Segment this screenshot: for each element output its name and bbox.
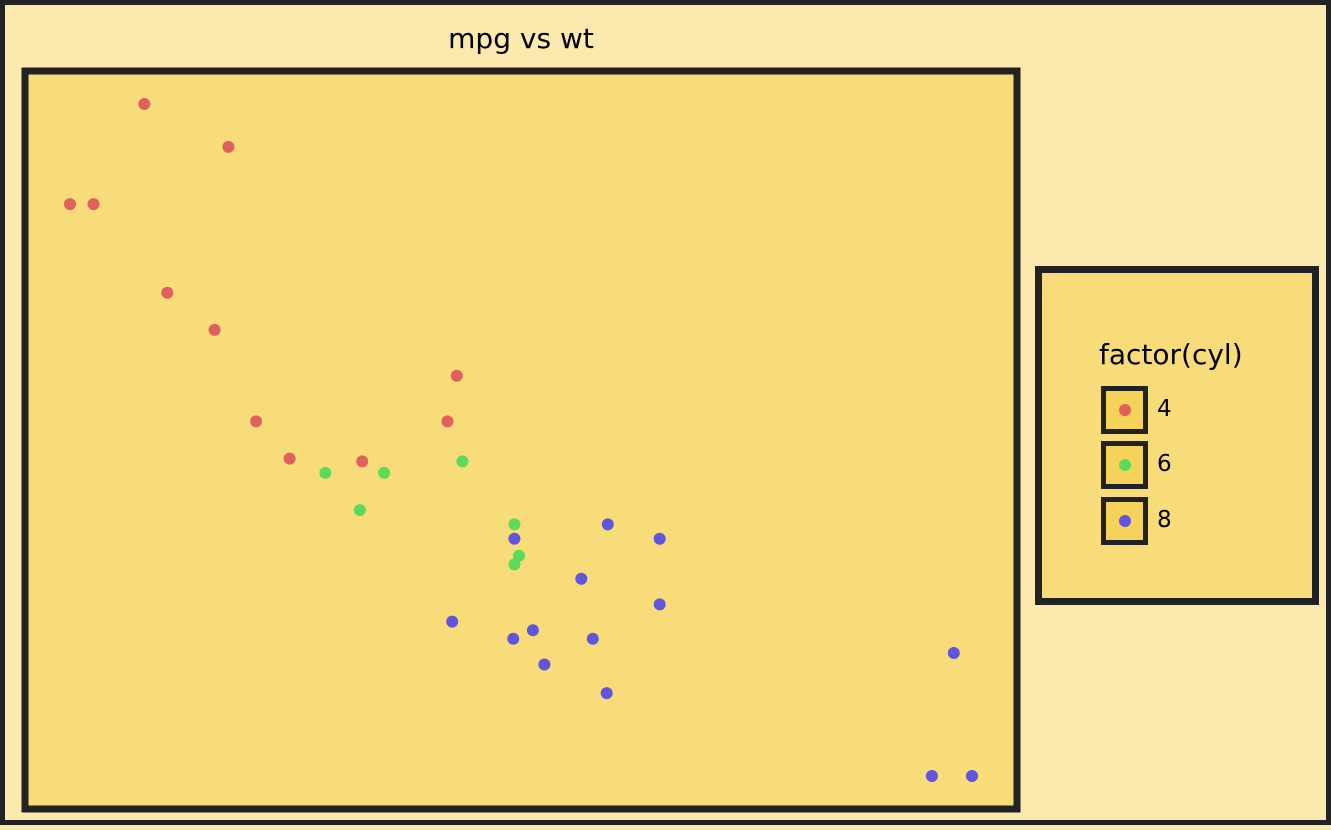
data-point-cyl-4 xyxy=(356,455,368,467)
legend-marker xyxy=(1119,459,1131,471)
data-point-cyl-4 xyxy=(138,98,150,110)
data-point-cyl-6 xyxy=(378,467,390,479)
data-point-cyl-4 xyxy=(209,324,221,336)
plot-panel xyxy=(25,71,1017,809)
legend-key xyxy=(1101,441,1148,489)
data-point-cyl-8 xyxy=(601,687,613,699)
data-point-cyl-4 xyxy=(161,287,173,299)
legend-label: 8 xyxy=(1157,505,1172,535)
data-point-cyl-8 xyxy=(602,518,614,530)
data-point-cyl-8 xyxy=(527,624,539,636)
data-point-cyl-4 xyxy=(88,198,100,210)
data-point-cyl-8 xyxy=(587,633,599,645)
legend-marker xyxy=(1119,515,1131,527)
legend-item: 4 xyxy=(1101,386,1251,436)
data-point-cyl-6 xyxy=(354,504,366,516)
data-point-cyl-8 xyxy=(966,770,978,782)
legend-key xyxy=(1101,497,1148,545)
data-point-cyl-4 xyxy=(451,370,463,382)
legend-key xyxy=(1101,386,1148,434)
data-point-cyl-4 xyxy=(64,198,76,210)
legend: factor(cyl) 4 6 8 xyxy=(1035,266,1319,605)
data-point-cyl-8 xyxy=(538,659,550,671)
data-point-cyl-6 xyxy=(508,558,520,570)
legend-label: 4 xyxy=(1157,394,1172,424)
data-point-cyl-8 xyxy=(507,633,519,645)
data-point-cyl-8 xyxy=(654,533,666,545)
legend-label: 6 xyxy=(1157,449,1172,479)
legend-marker xyxy=(1119,404,1131,416)
data-point-cyl-4 xyxy=(442,415,454,427)
data-point-cyl-6 xyxy=(319,467,331,479)
data-point-cyl-8 xyxy=(926,770,938,782)
data-point-cyl-8 xyxy=(508,533,520,545)
data-point-cyl-6 xyxy=(508,518,520,530)
data-point-cyl-8 xyxy=(654,598,666,610)
legend-item: 8 xyxy=(1101,497,1251,547)
data-point-cyl-6 xyxy=(457,455,469,467)
data-point-cyl-4 xyxy=(284,453,296,465)
data-point-cyl-4 xyxy=(250,415,262,427)
legend-item: 6 xyxy=(1101,441,1251,491)
data-point-cyl-8 xyxy=(575,573,587,585)
data-point-cyl-8 xyxy=(446,616,458,628)
data-point-cyl-8 xyxy=(948,647,960,659)
data-point-cyl-4 xyxy=(222,141,234,153)
legend-title: factor(cyl) xyxy=(1099,337,1243,373)
